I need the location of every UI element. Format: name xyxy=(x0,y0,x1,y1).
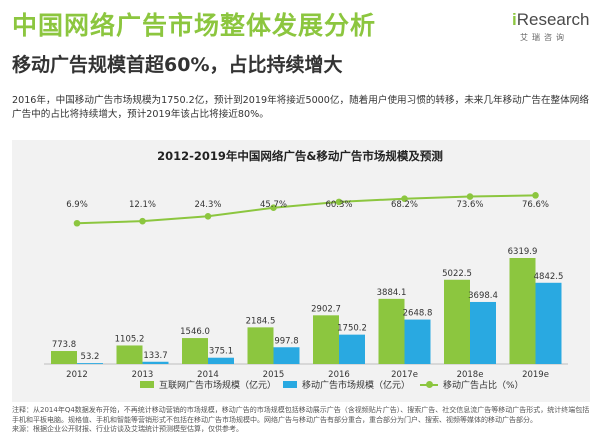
label-internet-2012: 773.8 xyxy=(52,340,76,350)
chart-legend: 互联网广告市场规模（亿元） 移动广告市场规模（亿元） 移动广告占比（%） xyxy=(0,378,600,394)
label-mobile-2013: 133.7 xyxy=(143,351,167,361)
bar-mobile-2013 xyxy=(142,361,169,364)
tick-label-2012: 2012 xyxy=(66,370,88,380)
label-mobile-2017e: 2648.8 xyxy=(403,309,433,319)
share-point-2014 xyxy=(204,212,212,220)
share-label-2015: 45.7% xyxy=(260,200,287,210)
legend-dot-share xyxy=(426,381,433,388)
tick-label-2013: 2013 xyxy=(132,370,154,380)
logo-initial: i xyxy=(512,10,517,29)
bar-internet-2013 xyxy=(116,345,143,364)
bar-mobile-2018e xyxy=(470,301,496,364)
logo-subtext: 艾瑞咨询 xyxy=(520,33,568,42)
label-internet-2018e: 5022.5 xyxy=(442,269,472,279)
share-label-2019e: 76.6% xyxy=(522,200,549,210)
tick-label-2017e: 2017e xyxy=(391,370,418,380)
share-point-2012 xyxy=(73,219,81,227)
share-label-2014: 24.3% xyxy=(194,200,221,210)
bar-mobile-2019e xyxy=(535,282,562,364)
share-point-2015 xyxy=(270,204,277,212)
bar-mobile-2014 xyxy=(208,357,234,364)
label-mobile-2016: 1750.2 xyxy=(337,324,367,334)
share-point-2017e xyxy=(401,195,408,203)
share-label-2016: 60.3% xyxy=(325,200,352,210)
bar-mobile-2015 xyxy=(273,347,300,364)
share-point-2018e xyxy=(466,193,474,200)
tick-label-2015: 2015 xyxy=(263,370,285,380)
share-label-2012: 6.9% xyxy=(66,200,88,210)
bar-mobile-2017e xyxy=(404,319,431,364)
legend-swatch-internet xyxy=(140,381,154,388)
bar-internet-2017e xyxy=(378,298,405,364)
footnote-note: 注释：从2014年Q4数据发布开始，不再统计移动营销的市场规模，移动广告的市场规… xyxy=(12,406,590,424)
share-point-2016 xyxy=(335,198,343,206)
tick-label-2014: 2014 xyxy=(197,370,219,380)
footnotes: 注释：从2014年Q4数据发布开始，不再统计移动营销的市场规模，移动广告的市场规… xyxy=(12,406,594,435)
bar-internet-2019e xyxy=(509,258,536,364)
bar-internet-2016 xyxy=(313,315,339,364)
tick-label-2018e: 2018e xyxy=(457,370,484,380)
logo-wordmark: iResearch xyxy=(512,10,590,30)
label-mobile-2012: 53.2 xyxy=(81,352,100,362)
label-internet-2014: 1546.0 xyxy=(180,327,210,337)
label-internet-2015: 2184.5 xyxy=(246,316,276,326)
summary-text: 2016年，中国移动广告市场规模为1750.2亿，预计到2019年将接近5000… xyxy=(12,95,589,120)
label-internet-2019e: 6319.9 xyxy=(508,247,538,257)
chart-title: 2012-2019年中国网络广告&移动广告市场规模及预测 xyxy=(157,149,443,163)
legend-label-share: 移动广告占比（%） xyxy=(443,381,524,391)
tick-label-2016: 2016 xyxy=(328,370,350,380)
logo-text: Research xyxy=(516,10,590,29)
label-mobile-2019e: 4842.5 xyxy=(534,272,564,282)
page-subtitle: 移动广告规模首超60%，占比持续增大 xyxy=(12,54,343,76)
page-title: 中国网络广告市场整体发展分析 xyxy=(12,11,377,40)
label-internet-2013: 1105.2 xyxy=(115,334,145,344)
label-internet-2017e: 3884.1 xyxy=(377,288,407,298)
bar-internet-2012 xyxy=(51,351,77,364)
label-mobile-2015: 997.8 xyxy=(274,336,298,346)
legend-label-mobile: 移动广告市场规模（亿元） xyxy=(302,381,411,391)
label-mobile-2018e: 3698.4 xyxy=(468,291,498,301)
footnote-source: 来源：根据企业公开财报、行业访谈及艾瑞统计预测模型估算，仅供参考。 xyxy=(12,425,243,434)
tick-label-2019e: 2019e xyxy=(522,370,549,380)
label-internet-2016: 2902.7 xyxy=(311,304,341,314)
bar-internet-2015 xyxy=(247,327,274,364)
share-label-2017e: 68.2% xyxy=(391,200,418,210)
share-label-2013: 12.1% xyxy=(129,200,156,210)
label-mobile-2014: 375.1 xyxy=(209,347,233,357)
share-point-2019e xyxy=(532,192,539,199)
bar-mobile-2016 xyxy=(339,334,365,364)
bar-mobile-2012 xyxy=(77,363,103,364)
bar-internet-2014 xyxy=(182,338,208,364)
iresearch-logo: iResearch 艾瑞咨询 xyxy=(512,10,592,50)
legend-swatch-mobile xyxy=(283,381,297,388)
legend-label-internet: 互联网广告市场规模（亿元） xyxy=(159,381,277,391)
bar-internet-2018e xyxy=(444,279,470,364)
share-label-2018e: 73.6% xyxy=(456,200,483,210)
share-point-2013 xyxy=(139,217,146,225)
share-line xyxy=(76,194,536,225)
